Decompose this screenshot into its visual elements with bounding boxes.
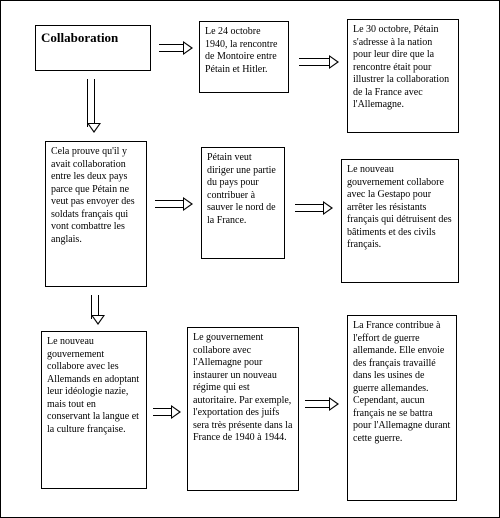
node-b33: La France contribue à l'effort de guerre… <box>347 315 457 501</box>
node-b23-text: Le nouveau gouvernement collabore avec l… <box>347 164 452 250</box>
node-b31-text: Le nouveau gouvernement collabore avec l… <box>47 336 139 435</box>
flowchart-canvas: Collaboration Le 24 octobre 1940, la ren… <box>0 0 500 518</box>
arrow-right-icon <box>305 397 339 411</box>
node-b32-text: Le gouvernement collabore avec l'Allemag… <box>193 332 292 443</box>
node-title-text: Collaboration <box>41 30 118 45</box>
node-b13: Le 30 octobre, Pétain s'adresse à la nat… <box>347 19 459 133</box>
arrow-down-icon <box>91 295 105 325</box>
node-b12: Le 24 octobre 1940, la rencontre de Mont… <box>199 21 289 93</box>
node-b33-text: La France contribue à l'effort de guerre… <box>353 320 450 444</box>
node-b21-text: Cela prouve qu'il y avait collaboration … <box>51 146 135 245</box>
arrow-right-icon <box>155 197 193 211</box>
node-b22: Pétain veut diriger une partie du pays p… <box>201 147 285 259</box>
node-b32: Le gouvernement collabore avec l'Allemag… <box>187 327 299 491</box>
node-title: Collaboration <box>35 25 151 71</box>
node-b12-text: Le 24 octobre 1940, la rencontre de Mont… <box>205 26 277 75</box>
node-b23: Le nouveau gouvernement collabore avec l… <box>341 159 459 283</box>
arrow-right-icon <box>299 55 339 69</box>
arrow-right-icon <box>295 201 333 215</box>
node-b21: Cela prouve qu'il y avait collaboration … <box>45 141 147 287</box>
node-b13-text: Le 30 octobre, Pétain s'adresse à la nat… <box>353 24 449 110</box>
arrow-right-icon <box>159 41 193 55</box>
arrow-down-icon <box>87 79 101 133</box>
node-b31: Le nouveau gouvernement collabore avec l… <box>41 331 147 489</box>
node-b22-text: Pétain veut diriger une partie du pays p… <box>207 152 276 226</box>
arrow-right-icon <box>153 405 181 419</box>
